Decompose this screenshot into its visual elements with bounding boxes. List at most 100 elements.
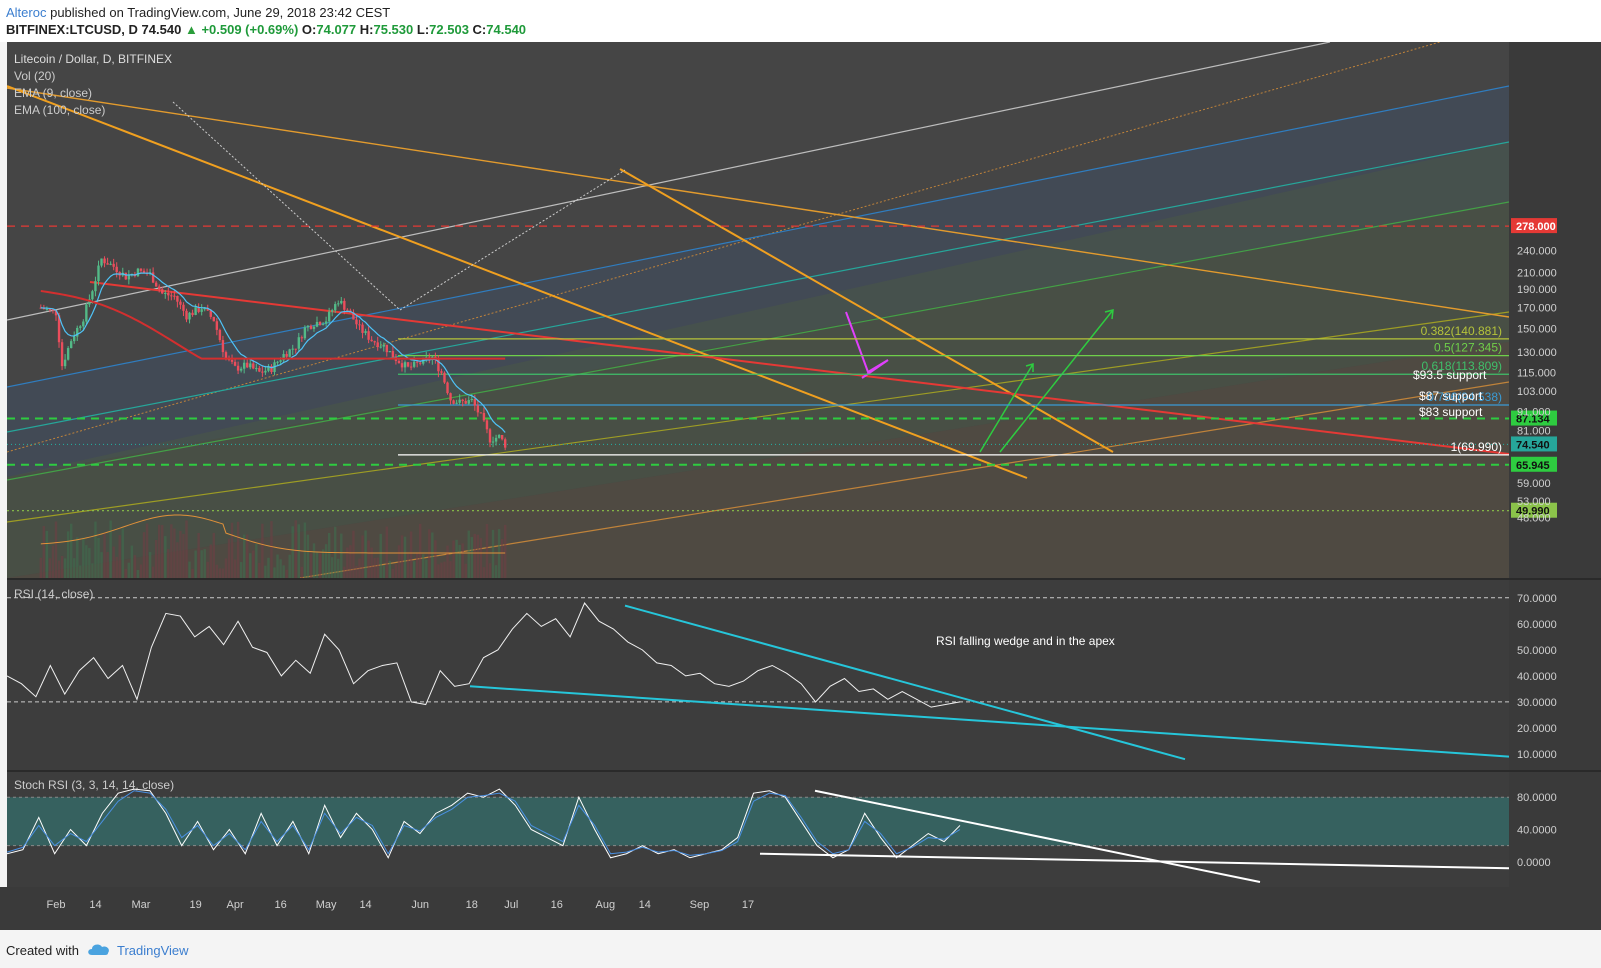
volume-bar (103, 533, 106, 578)
time-tick-label: 14 (359, 899, 371, 911)
pitchfork-top-line (7, 42, 1331, 321)
author-link[interactable]: Alteroc (6, 5, 47, 20)
price-tick-label: 91.000 (1517, 406, 1551, 418)
volume-bar (115, 556, 118, 578)
level-lines: 278.000 87.134 74.540 65.945 49.990 0.382(140… (7, 218, 1557, 518)
stoch-panel-bg (7, 772, 1509, 887)
candle-body (376, 342, 379, 348)
volume-bar (221, 568, 225, 578)
last-price: 74.540 (141, 22, 182, 37)
candle-body (252, 363, 255, 369)
tradingview-link[interactable]: TradingView (117, 943, 189, 958)
candle-body (337, 303, 340, 305)
volume-bar (437, 564, 440, 578)
ema-lines (40, 272, 506, 554)
volume-bar (461, 543, 464, 578)
volume-bar (218, 568, 222, 578)
volume-bar (42, 526, 46, 578)
volume-bar (309, 553, 313, 578)
candle-body (63, 359, 67, 367)
pitchfork-green-line (7, 201, 1509, 481)
candle-body (491, 441, 495, 443)
candle-body (452, 400, 455, 404)
time-tick-label: 19 (189, 899, 201, 911)
volume-bar (376, 557, 379, 578)
rsi-tick-label: 60.0000 (1517, 619, 1557, 631)
price-tick-label: 150.000 (1517, 323, 1557, 335)
volume-bar (173, 528, 176, 578)
candle-body (236, 365, 240, 371)
volume-bar (69, 523, 73, 578)
volume-bar (285, 569, 288, 578)
volume-bar (94, 521, 97, 578)
candle-body (437, 359, 440, 372)
candle-body (249, 363, 252, 368)
volume-bar (242, 534, 246, 578)
major-downtrend-line (7, 87, 1509, 318)
candle-body (154, 282, 158, 287)
chart-canvas[interactable]: 278.000 87.134 74.540 65.945 49.990 0.382(140… (0, 42, 1601, 930)
price-tick-label: 210.000 (1517, 268, 1557, 280)
volume-bar (412, 561, 416, 578)
candle-body (203, 307, 206, 310)
candle-body (361, 324, 364, 333)
volume-bar (491, 529, 495, 578)
indicator-ema9: EMA (9, close) (14, 86, 92, 100)
volume-bar (246, 534, 249, 578)
time-axis-bg (0, 887, 1601, 930)
volume-bar (400, 535, 404, 578)
volume-bar (264, 565, 267, 578)
volume-bar (397, 545, 401, 578)
price-tick-label: 103.000 (1517, 386, 1557, 398)
volume-bar (446, 545, 449, 578)
price-level-marker (1511, 218, 1557, 234)
candle-body (173, 295, 176, 297)
candle-body (139, 268, 143, 271)
stoch-tick-label: 0.0000 (1517, 857, 1551, 869)
candle-body (476, 405, 480, 413)
volume-bar (148, 552, 152, 578)
volume-bar (440, 562, 443, 578)
volume-bar (458, 544, 461, 578)
fib-level-label: 0.5(127.345) (1434, 341, 1502, 355)
time-axis[interactable]: Feb 14 Mar 19 Apr 16 May 14 Jun 18 Jul 16 Aug 14 Sep 17 (47, 899, 755, 911)
rsi-axis[interactable]: 70.0000 60.0000 50.0000 40.0000 30.0000 20.00… (1517, 593, 1557, 761)
candle-body (315, 321, 319, 327)
volume-bar (154, 539, 158, 578)
support-annotation-87: $87 support (1419, 389, 1483, 403)
stoch-axis[interactable]: 80.0000 40.0000 0.0000 (1517, 792, 1557, 869)
volume-bar (455, 539, 458, 578)
volume-bar (382, 565, 385, 578)
high-label: H: (359, 22, 374, 37)
candle-body (151, 272, 155, 283)
time-tick-label: 16 (274, 899, 286, 911)
candle-body (66, 348, 70, 360)
volume-bar (239, 562, 243, 578)
volume-bar (109, 520, 112, 578)
price-axis[interactable]: 240.000 210.000 190.000 170.000 150.000 130.0… (1517, 245, 1557, 524)
volume-bar (388, 560, 392, 578)
rsi-tick-label: 50.0000 (1517, 645, 1557, 657)
author-line: Alteroc published on TradingView.com, Ju… (6, 5, 390, 20)
candle-body (397, 360, 401, 364)
candle-body (415, 361, 419, 363)
open-value: 74.077 (316, 22, 357, 37)
volume-bar (273, 567, 276, 578)
volume-bar (170, 524, 173, 578)
volume-bar (176, 542, 179, 578)
volume-bar (39, 557, 43, 578)
volume-bar (118, 535, 121, 578)
candle-body (446, 382, 449, 394)
up-arrow-icon: ▲ (184, 22, 198, 37)
candle-body (370, 339, 373, 342)
volume-bar (364, 530, 367, 578)
volume-bar (139, 564, 143, 578)
volume-bar (425, 559, 428, 578)
volume-bar (60, 555, 64, 578)
stoch-line (7, 788, 961, 859)
support-annotation-83: $83 support (1419, 405, 1483, 419)
candle-body (161, 289, 164, 294)
candle-body (312, 326, 316, 329)
candle-body (54, 310, 58, 316)
time-tick-label: Mar (132, 899, 151, 911)
